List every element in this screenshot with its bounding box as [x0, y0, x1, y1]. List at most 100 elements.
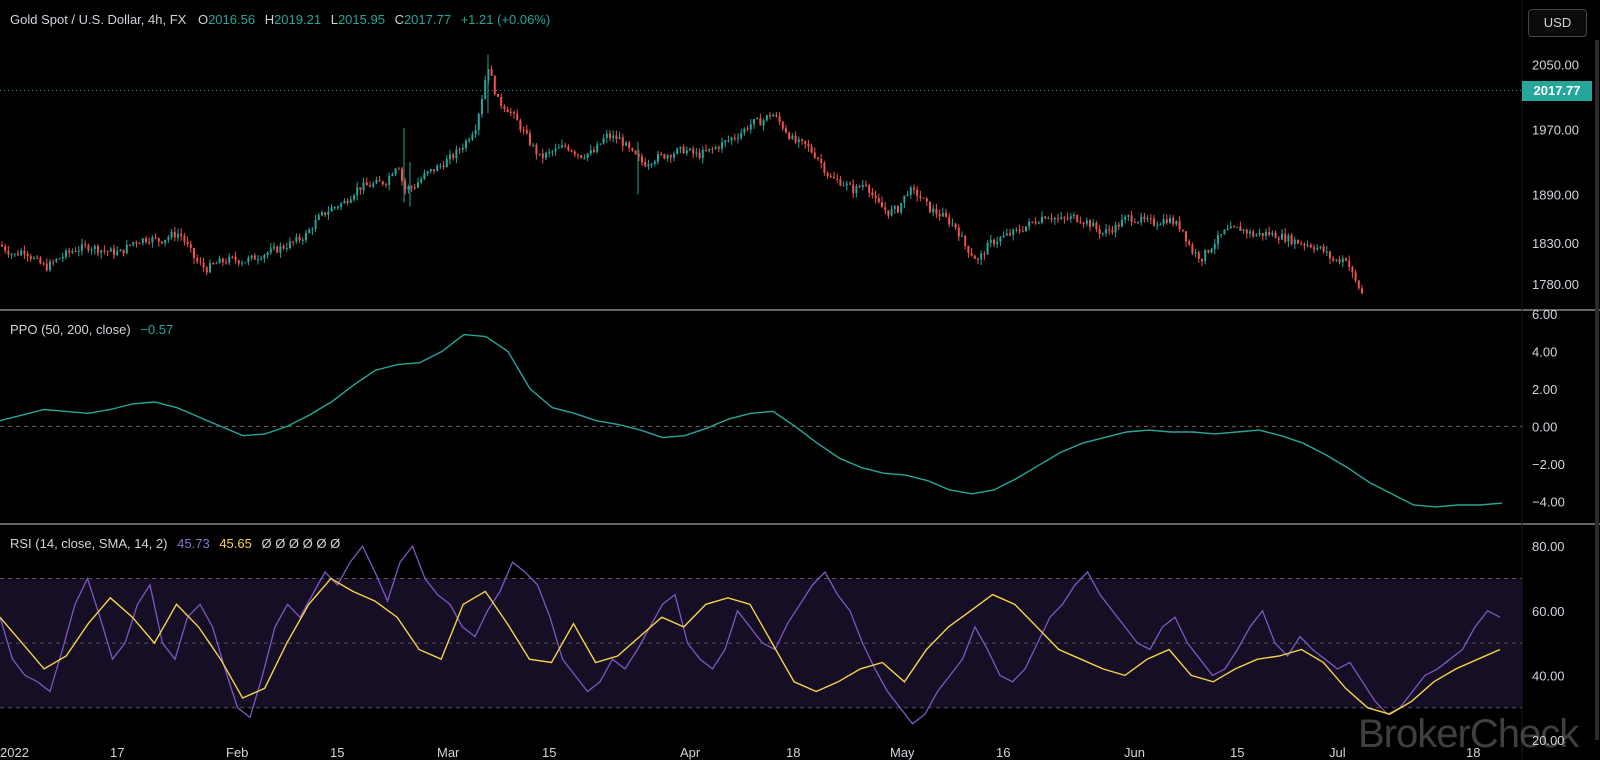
- candle: [650, 162, 653, 168]
- candle: [673, 151, 675, 162]
- candle: [583, 154, 586, 160]
- candle: [849, 181, 851, 185]
- rsi-axis[interactable]: 80.00 60.00 40.00 20.00: [1532, 539, 1565, 748]
- time-tick-label: Jun: [1124, 745, 1145, 760]
- candle: [1274, 230, 1277, 239]
- currency-button[interactable]: USD: [1528, 9, 1587, 37]
- candle: [1175, 220, 1178, 226]
- open-label: O: [197, 12, 209, 27]
- candle: [602, 134, 605, 145]
- candle: [1287, 233, 1290, 247]
- candle: [852, 179, 855, 198]
- candle: [765, 114, 768, 123]
- candle: [701, 146, 704, 164]
- candle: [71, 248, 74, 254]
- candle: [1210, 247, 1213, 254]
- candle: [465, 138, 467, 152]
- candle: [135, 240, 138, 248]
- candle: [775, 111, 778, 118]
- candle: [973, 254, 976, 260]
- ppo-legend: PPO (50, 200, close) −0.57: [10, 322, 173, 337]
- open-value: 2016.56: [208, 12, 256, 27]
- candle: [394, 167, 397, 177]
- candle: [305, 230, 307, 243]
- candle: [589, 144, 592, 156]
- candle: [637, 149, 640, 162]
- candle: [244, 262, 247, 264]
- candle: [49, 258, 51, 272]
- candle: [1057, 213, 1059, 223]
- candle: [74, 246, 77, 253]
- candle: [737, 133, 739, 144]
- time-tick-label: Apr: [680, 745, 701, 760]
- rsi-tick-label: 60.00: [1532, 604, 1565, 619]
- candle: [1306, 240, 1309, 248]
- ppo-axis[interactable]: 6.00 4.00 2.00 0.00 −2.00 −4.00: [1532, 307, 1565, 509]
- ppo-legend-name[interactable]: PPO (50, 200, close): [10, 322, 131, 337]
- candle: [1044, 215, 1047, 220]
- candle: [935, 203, 938, 219]
- candle: [1345, 257, 1347, 262]
- candle: [209, 259, 211, 274]
- candle: [730, 136, 733, 145]
- ppo-legend-value: −0.57: [140, 322, 174, 337]
- time-tick-label: 15: [542, 745, 556, 760]
- candle: [791, 133, 794, 140]
- candle: [228, 253, 231, 266]
- candle: [471, 131, 474, 142]
- time-axis[interactable]: 2022 17 Feb 15 Mar 15 Apr 18 May 16 Jun 15 Jul 18: [0, 745, 1480, 760]
- candle: [1002, 231, 1005, 238]
- candle: [893, 204, 896, 215]
- candle: [692, 146, 695, 158]
- candle: [954, 223, 957, 231]
- candle: [26, 251, 29, 262]
- candle: [452, 152, 455, 161]
- candle: [173, 226, 176, 242]
- candle: [145, 235, 147, 245]
- candle: [279, 242, 282, 258]
- candle: [247, 255, 250, 266]
- candle: [493, 74, 496, 96]
- candle: [1028, 218, 1031, 231]
- candle: [375, 176, 378, 185]
- candle: [833, 171, 835, 179]
- candle: [916, 186, 919, 202]
- candle: [359, 187, 362, 195]
- candle: [961, 231, 963, 237]
- candle: [932, 204, 935, 217]
- candle: [17, 249, 19, 257]
- candle: [349, 195, 352, 204]
- candle: [87, 243, 90, 253]
- candle: [1082, 221, 1085, 229]
- rsi-sma-line: [0, 577, 1501, 715]
- symbol-title[interactable]: Gold Spot / U.S. Dollar, 4h, FX: [10, 12, 187, 27]
- candle: [865, 180, 867, 188]
- candle: [980, 250, 983, 266]
- candle: [1245, 228, 1248, 239]
- candle: [1194, 249, 1197, 258]
- price-axis[interactable]: 2050.00 1970.00 1890.00 1830.00 1780.00: [1532, 57, 1579, 291]
- candle: [641, 153, 643, 166]
- candle: [797, 136, 800, 148]
- candle: [1015, 227, 1018, 233]
- candle: [989, 234, 992, 248]
- candle: [1140, 212, 1143, 226]
- candle: [39, 255, 42, 265]
- candle: [1325, 245, 1328, 257]
- candle: [164, 239, 167, 247]
- candle: [1249, 228, 1251, 238]
- rsi-legend-name[interactable]: RSI (14, close, SMA, 14, 2): [10, 536, 168, 551]
- candle: [84, 240, 87, 249]
- candle: [1236, 226, 1239, 228]
- candle: [721, 137, 723, 153]
- candle: [314, 214, 317, 232]
- rsi-legend-zeros: Ø Ø Ø Ø Ø Ø: [261, 536, 341, 551]
- candle: [1162, 214, 1165, 227]
- candle: [1146, 215, 1149, 223]
- candle: [263, 253, 266, 263]
- candle: [1117, 222, 1120, 231]
- candle: [433, 169, 435, 174]
- candle: [1357, 279, 1360, 290]
- candle: [1322, 243, 1325, 254]
- candle: [1316, 244, 1319, 251]
